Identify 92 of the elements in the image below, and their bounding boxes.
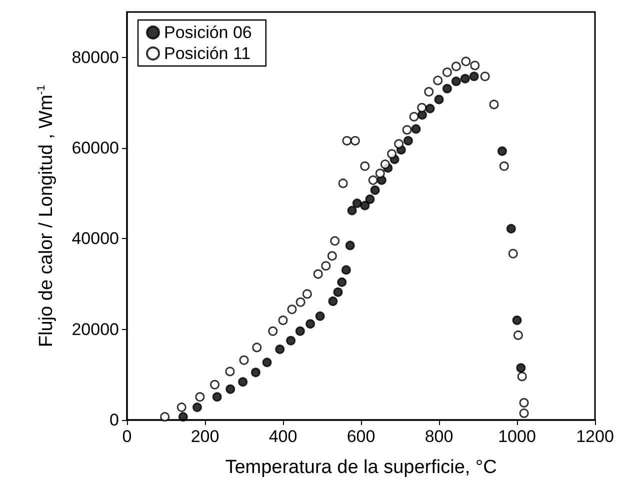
point [424, 87, 434, 97]
point [451, 76, 461, 86]
legend-label: Posición 06 [164, 23, 252, 42]
point [327, 251, 337, 261]
point [512, 316, 522, 326]
point [328, 296, 338, 306]
point [508, 248, 518, 258]
point [347, 206, 357, 216]
point [313, 269, 323, 279]
point [442, 84, 452, 94]
point [480, 72, 490, 82]
point [360, 161, 370, 171]
point [499, 161, 509, 171]
point [160, 412, 170, 422]
point [226, 384, 236, 394]
point [519, 398, 529, 408]
point [296, 297, 306, 307]
x-tick-label: 0 [122, 427, 132, 446]
point [402, 125, 412, 135]
point [375, 168, 385, 178]
point [239, 355, 249, 365]
point [460, 74, 470, 84]
x-tick-label: 1000 [498, 427, 536, 446]
point [417, 102, 427, 112]
point [287, 304, 297, 314]
point [338, 178, 348, 188]
point [342, 136, 352, 146]
point [497, 146, 507, 156]
point [195, 392, 205, 402]
point [352, 198, 362, 208]
point [516, 363, 526, 373]
point [268, 326, 278, 336]
point [178, 412, 188, 422]
point [252, 342, 262, 352]
point [345, 240, 355, 250]
point [250, 368, 260, 378]
point [442, 68, 452, 78]
point [333, 287, 343, 297]
point [434, 94, 444, 104]
point [425, 104, 435, 114]
point [394, 139, 404, 149]
point [192, 402, 202, 412]
point [451, 62, 461, 72]
point [403, 136, 413, 146]
legend-label: Posición 11 [164, 44, 251, 63]
point [433, 76, 443, 86]
point [411, 124, 421, 134]
point [315, 311, 325, 321]
point [513, 330, 523, 340]
y-tick-label: 80000 [72, 48, 119, 67]
point [489, 100, 499, 110]
point [517, 372, 527, 382]
point [176, 402, 186, 412]
point [387, 149, 397, 159]
point [368, 175, 378, 185]
y-tick-label: 40000 [72, 229, 119, 248]
point [380, 160, 390, 170]
x-tick-label: 800 [424, 427, 454, 446]
point [262, 358, 272, 368]
point [321, 261, 331, 271]
y-tick-label: 60000 [72, 138, 119, 158]
point [350, 136, 360, 146]
point [341, 265, 351, 275]
point [306, 319, 316, 329]
point [238, 377, 248, 387]
x-tick-label: 400 [268, 427, 298, 446]
point [360, 200, 370, 210]
point [212, 392, 222, 402]
y-axis-title: Flujo de calor / Longitud , Wm-1 [36, 84, 57, 348]
point [470, 60, 480, 70]
x-tick-label: 600 [346, 427, 376, 446]
x-axis-title: Temperatura de la superficie, °C [225, 457, 497, 478]
point [370, 185, 380, 195]
point [210, 380, 220, 390]
point [461, 56, 471, 66]
point [295, 326, 305, 336]
point [225, 366, 235, 376]
point [506, 224, 516, 234]
point [302, 289, 312, 299]
point [278, 316, 288, 326]
point [337, 277, 347, 287]
x-tick-label: 1200 [576, 427, 614, 446]
x-tick-label: 200 [190, 427, 220, 446]
point [469, 72, 479, 82]
point [409, 112, 419, 122]
y-tick-label: 0 [110, 410, 119, 430]
point [330, 236, 340, 246]
point [365, 194, 375, 204]
y-tick-label: 20000 [72, 320, 119, 339]
point [275, 344, 285, 354]
point [286, 336, 296, 346]
point [519, 408, 529, 418]
